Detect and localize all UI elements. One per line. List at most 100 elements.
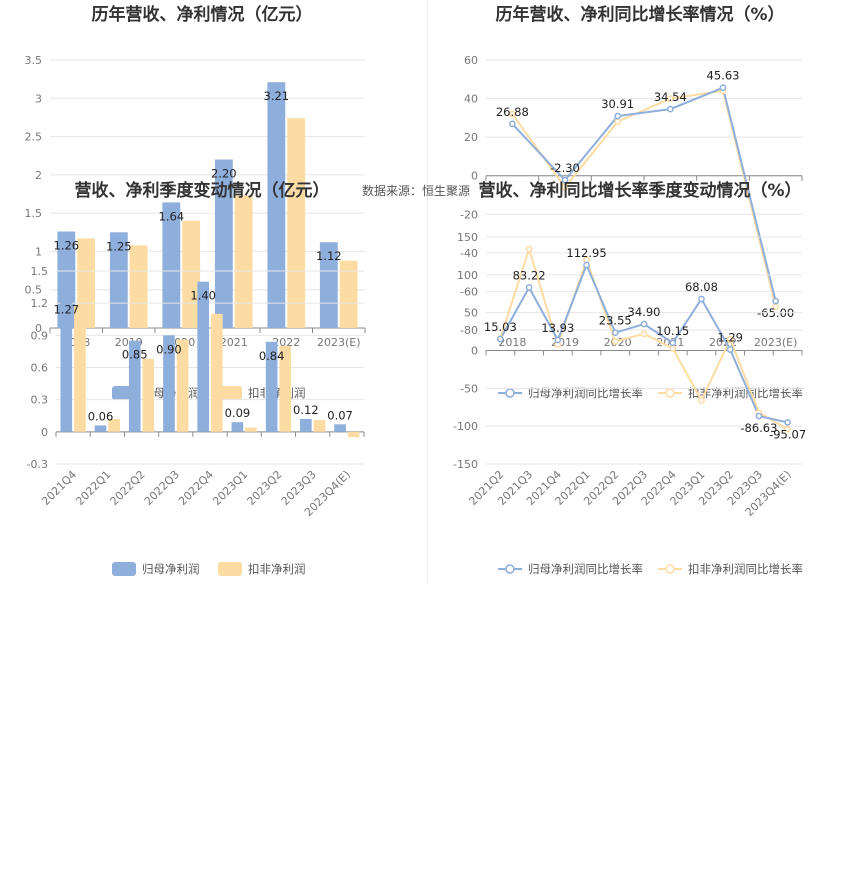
- y-tick-label: -150: [453, 458, 478, 471]
- data-label: 10.15: [656, 324, 689, 338]
- chart-title: 历年营收、净利同比增长率情况（%）: [495, 4, 784, 25]
- y-tick-label: -0.3: [27, 458, 48, 471]
- point-deducted-growth: [525, 245, 533, 253]
- data-label: 0.90: [156, 342, 182, 356]
- point-net-growth: [640, 320, 648, 328]
- point-deducted-growth: [669, 344, 677, 352]
- data-label: 30.91: [601, 97, 634, 111]
- bar-deducted-profit: [279, 346, 292, 432]
- point-net-growth: [726, 346, 734, 353]
- y-tick-label: 0: [35, 322, 42, 335]
- y-tick-label: -50: [460, 382, 478, 395]
- y-tick-label: 100: [457, 269, 478, 282]
- data-label: 26.88: [496, 105, 529, 119]
- data-label: 34.90: [628, 305, 661, 319]
- point-deducted-growth: [698, 397, 705, 404]
- y-tick-label: -80: [460, 324, 478, 337]
- y-tick-label: 0.9: [31, 329, 49, 342]
- bar-net-profit: [319, 242, 338, 328]
- legend-label: 扣非净利润: [248, 562, 306, 576]
- data-label: 0.07: [327, 408, 353, 422]
- bar-deducted-profit: [211, 313, 223, 432]
- data-label: -95.07: [769, 427, 806, 441]
- legend-swatch-marker: [665, 388, 675, 398]
- bar-deducted-profit: [108, 418, 120, 432]
- data-label: -2.30: [550, 161, 580, 175]
- y-tick-label: -20: [460, 208, 478, 221]
- y-tick-label: 0.3: [31, 394, 49, 407]
- data-source-note: 数据来源：恒生聚源: [362, 184, 471, 198]
- panel-divider: [427, 0, 428, 585]
- x-tick-label: 2023(E): [317, 336, 361, 349]
- data-label: 0.84: [259, 349, 285, 363]
- y-tick-label: 1.2: [31, 297, 49, 310]
- data-label: 1.27: [53, 303, 79, 317]
- data-label: 23.55: [599, 314, 632, 328]
- data-label: 68.08: [685, 280, 718, 294]
- point-deducted-growth: [726, 335, 734, 343]
- y-tick-label: 40: [464, 93, 478, 106]
- line-net-growth: [499, 262, 788, 424]
- legend-swatch-marker: [505, 388, 515, 398]
- point-net-growth: [611, 329, 619, 337]
- bar-net-profit: [128, 340, 141, 432]
- bar-net-profit: [231, 422, 244, 432]
- quarterly-profit-chart: 营收、净利季度变动情况（亿元） -0.3 0 0.3 0.6 0.9 1.2 1.5 2021Q…: [27, 180, 365, 576]
- legend-swatch: [112, 562, 136, 576]
- y-tick-label: 0: [471, 345, 478, 358]
- point-deducted-growth: [666, 95, 674, 102]
- y-tick-label: 2: [35, 169, 42, 182]
- data-label: 0.06: [88, 409, 114, 423]
- data-label: 112.95: [566, 246, 606, 260]
- bar-net-profit: [60, 295, 73, 432]
- x-tick-label: 2018: [498, 336, 526, 349]
- legend-label: 归母净利润同比增长率: [528, 386, 643, 400]
- bar-deducted-profit: [142, 358, 155, 432]
- bar-deducted-profit: [347, 431, 360, 438]
- x-tick-label: 2023(E): [754, 336, 798, 349]
- bar-deducted-profit: [176, 339, 189, 432]
- legend-swatch-marker: [665, 564, 675, 574]
- y-tick-label: -100: [453, 420, 478, 433]
- point-deducted-growth: [508, 110, 516, 118]
- legend-label: 扣非净利润同比增长率: [688, 562, 803, 576]
- bar-deducted-profit: [287, 118, 306, 329]
- data-label: 13.93: [541, 321, 574, 335]
- data-label: 45.63: [707, 69, 740, 83]
- bar-net-profit: [109, 232, 128, 328]
- x-tick-label: 2021: [220, 336, 248, 349]
- point-net-growth: [719, 84, 727, 92]
- legend-swatch: [218, 386, 242, 400]
- bar-deducted-profit: [234, 195, 253, 328]
- y-tick-label: 3: [35, 92, 42, 105]
- chart-title: 营收、净利同比增长率季度变动情况（%）: [478, 180, 801, 201]
- data-label: 83.22: [513, 269, 546, 283]
- bar-deducted-profit: [74, 306, 86, 432]
- y-tick-label: 1.5: [31, 265, 49, 278]
- data-label: -86.63: [740, 421, 777, 435]
- x-tick-label: 2022Q4: [176, 468, 216, 508]
- data-label: 0.09: [225, 406, 251, 420]
- data-label: 0.12: [293, 403, 319, 417]
- point-net-growth: [666, 105, 674, 113]
- point-deducted-growth: [614, 118, 622, 126]
- point-deducted-growth: [611, 338, 619, 345]
- point-net-growth: [554, 336, 562, 344]
- data-label: 1.40: [190, 289, 216, 303]
- point-deducted-growth: [784, 425, 791, 433]
- point-net-growth: [614, 112, 622, 120]
- legend-label: 扣非净利润同比增长率: [688, 386, 803, 400]
- bar-deducted-profit: [245, 427, 257, 432]
- legend-label: 归母净利润同比增长率: [528, 562, 643, 576]
- point-net-growth: [508, 120, 516, 128]
- point-net-growth: [698, 295, 705, 303]
- y-tick-label: 0.6: [31, 362, 49, 375]
- chart-title: 营收、净利季度变动情况（亿元）: [75, 180, 330, 201]
- data-label: 1.12: [316, 249, 342, 263]
- x-tick-label: 2022Q3: [142, 468, 182, 508]
- x-tick-label: 2022Q1: [73, 468, 113, 508]
- x-tick-label: 2023Q1: [210, 468, 250, 508]
- data-label: 15.03: [484, 320, 517, 334]
- point-net-growth: [561, 176, 569, 184]
- y-tick-label: 1.5: [25, 207, 43, 220]
